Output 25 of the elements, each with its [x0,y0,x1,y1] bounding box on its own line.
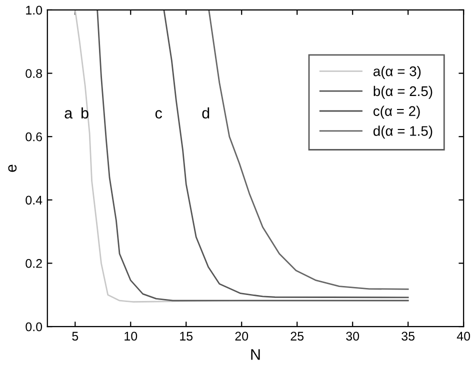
annotation: a [64,110,73,119]
annotation: d [202,107,210,119]
annotation: c [155,110,162,119]
legend-label: a(α = 3) [373,66,421,79]
x-tick-label: 20 [235,332,248,341]
y-tick-label: 1.0 [26,6,42,15]
x-tick-label: 35 [402,332,415,341]
x-tick-label: 5 [72,332,78,341]
x-tick-label: 30 [346,332,360,341]
y-tick-label: 0.8 [26,69,42,78]
x-axis-title: N [251,349,260,360]
x-tick-label: 15 [180,332,193,341]
line-series [208,10,409,290]
x-tick-label: 10 [124,332,138,341]
x-tick-label: 40 [456,332,470,341]
x-tick-label: 25 [290,332,304,341]
legend-label: b(α = 2.5) [374,86,432,99]
y-tick-label: 0.4 [26,196,42,205]
y-tick-label: 0.0 [26,322,42,332]
y-axis-title: e [8,164,17,172]
y-tick-label: 0.2 [26,259,42,268]
legend-label: c(α = 2) [373,106,420,119]
annotation: b [82,107,88,119]
y-tick-label: 0.6 [26,132,42,142]
legend-label: d(α = 1.5) [373,126,432,139]
